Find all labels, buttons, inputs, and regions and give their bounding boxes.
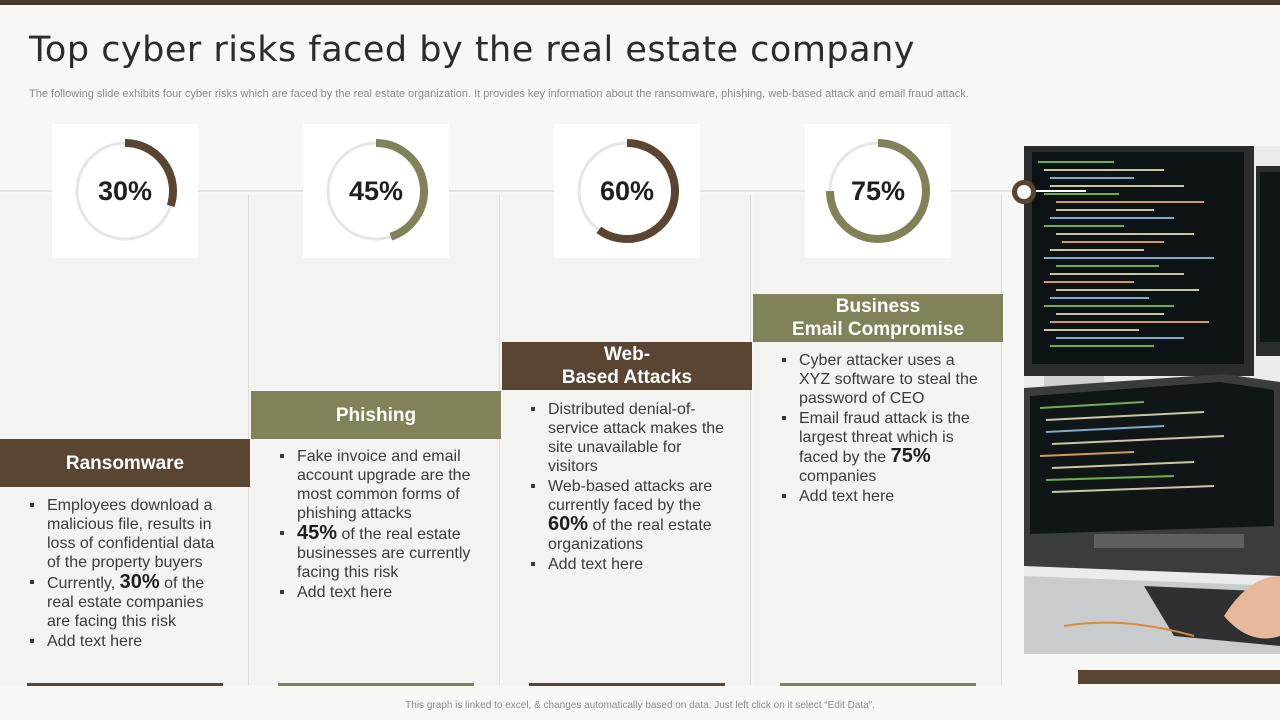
card-background-phishing <box>251 195 500 685</box>
bullet-item: Cyber attacker uses a XYZ software to st… <box>779 351 984 408</box>
bottom-strip <box>529 683 725 686</box>
top-accent-bar <box>0 0 1280 5</box>
bullet-list-ransomware: Employees download a malicious file, res… <box>27 496 227 652</box>
percent-label: 30% <box>97 176 153 206</box>
percent-label: 75% <box>850 176 906 206</box>
stat-figure: 45% <box>297 522 338 544</box>
bullet-item: Email fraud attack is the largest threat… <box>779 409 984 486</box>
bullet-list-email-compromise: Cyber attacker uses a XYZ software to st… <box>779 351 984 507</box>
bottom-strip <box>278 683 474 686</box>
bullet-item: Add text here <box>528 555 733 574</box>
bullet-item: Web-based attacks are currently faced by… <box>528 477 733 554</box>
bullet-item: Currently, 30% of the real estate compan… <box>27 571 227 631</box>
accent-bar <box>1078 670 1280 684</box>
bullet-item: Distributed denial-of-service attack mak… <box>528 400 733 476</box>
header-email-compromise: Business Email Compromise <box>753 294 1003 342</box>
percent-label: 60% <box>599 176 655 206</box>
ring-progress-arc <box>124 139 177 208</box>
photo-computer-screens <box>1024 146 1280 654</box>
stat-figure: 75% <box>890 445 931 467</box>
bullet-item: Add text here <box>779 487 984 506</box>
page-title: Top cyber risks faced by the real estate… <box>29 30 915 70</box>
header-phishing: Phishing <box>251 391 501 439</box>
footer-note: This graph is linked to excel, & changes… <box>405 700 875 711</box>
ring-graphic <box>577 139 679 243</box>
bottom-strip <box>27 683 223 686</box>
card-background-web-attacks <box>502 195 751 685</box>
bullet-item: Employees download a malicious file, res… <box>27 496 227 572</box>
header-ransomware: Ransomware <box>0 439 250 487</box>
progress-ring-phishing: 45% <box>303 124 449 258</box>
ring-graphic <box>326 139 428 241</box>
ring-progress-arc <box>826 139 930 243</box>
header-web-attacks: Web- Based Attacks <box>502 342 752 390</box>
timeline-marker-line <box>1036 190 1086 192</box>
ring-progress-arc <box>375 139 428 241</box>
timeline-line <box>0 190 1030 192</box>
progress-ring-email-compromise: 75% <box>805 124 951 258</box>
page-subtitle: The following slide exhibits four cyber … <box>29 88 969 100</box>
bullet-list-phishing: Fake invoice and email account upgrade a… <box>277 447 482 603</box>
ring-graphic <box>75 139 177 241</box>
stat-figure: 60% <box>548 513 589 535</box>
card-background-email-compromise <box>753 195 1002 685</box>
bottom-strip <box>780 683 976 686</box>
timeline-marker-icon <box>1012 180 1036 204</box>
percent-label: 45% <box>348 176 404 206</box>
progress-ring-ransomware: 30% <box>52 124 198 258</box>
bullet-item: Fake invoice and email account upgrade a… <box>277 447 482 523</box>
progress-ring-web-attacks: 60% <box>554 124 700 258</box>
stat-figure: 30% <box>119 571 160 593</box>
bullet-item: Add text here <box>277 583 482 602</box>
bullet-item: 45% of the real estate businesses are cu… <box>277 522 482 582</box>
bullet-item: Add text here <box>27 632 227 651</box>
bullet-list-web-attacks: Distributed denial-of-service attack mak… <box>528 400 733 575</box>
ring-progress-arc <box>596 139 679 243</box>
ring-graphic <box>826 139 930 243</box>
